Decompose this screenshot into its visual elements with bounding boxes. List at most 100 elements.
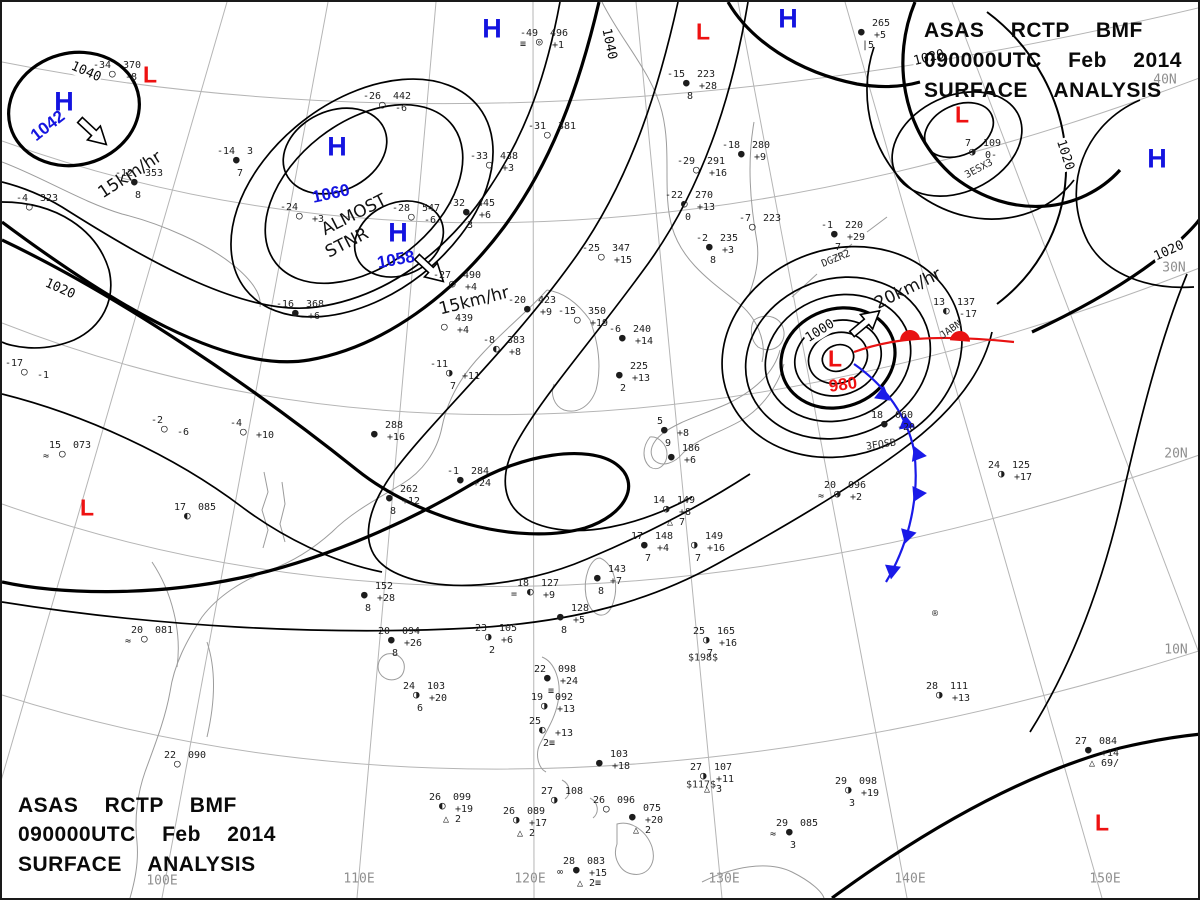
station-low-cloud: △ 3: [704, 784, 723, 795]
station-temperature: -4: [229, 418, 242, 429]
station-temperature: -8: [482, 335, 495, 346]
map-annotation: 3FQSB: [865, 437, 897, 453]
station-sky-symbol: ○: [109, 67, 116, 80]
station-weather-symbol: ≈: [818, 491, 825, 502]
station-temperature: -31: [527, 121, 546, 132]
station-low-cloud: △ 2: [517, 828, 536, 839]
station-tendency: -6: [177, 427, 190, 438]
station-pressure: 291: [707, 156, 726, 167]
station-sky-symbol: ◑: [691, 538, 698, 551]
station-pressure: 089: [527, 806, 546, 817]
longitude-label: 110E: [343, 871, 375, 887]
latitude-label: 10N: [1164, 642, 1188, 658]
station-low-cloud: 8: [561, 625, 568, 636]
product-id: ASAS RCTP BMF: [924, 19, 1143, 42]
station-sky-symbol: ○: [379, 98, 386, 111]
low-pressure-symbol: L: [142, 61, 158, 88]
station-low-cloud: 3: [849, 798, 856, 809]
station-pressure: 347: [612, 243, 631, 254]
station-tendency: +20: [645, 815, 664, 826]
station-temperature: -6: [608, 324, 621, 335]
station-pressure: 099: [453, 792, 472, 803]
station-sky-symbol: ○: [161, 422, 168, 435]
station-sky-symbol: ●: [831, 227, 838, 240]
station-pressure: 3: [247, 146, 254, 157]
station-tendency: +11: [716, 774, 735, 785]
station-temperature: 17: [173, 502, 186, 513]
station-pressure: 284: [471, 466, 490, 477]
station-low-cloud: 9: [665, 438, 672, 449]
station-temperature: -14: [216, 146, 235, 157]
station-temperature: -7: [738, 213, 751, 224]
station-pressure: 083: [587, 856, 606, 867]
latitude-label: 40N: [1153, 72, 1177, 88]
station-pressure: 073: [73, 440, 92, 451]
station-pressure: 094: [402, 626, 421, 637]
station-sky-symbol: ◑: [513, 813, 520, 826]
station-temperature: 25: [528, 716, 541, 727]
station-tendency: +1: [552, 40, 565, 51]
station-temperature: 23: [474, 623, 487, 634]
station-tendency: +8: [677, 428, 690, 439]
station-sky-symbol: ○: [544, 128, 551, 141]
station-sky-symbol: ●: [619, 331, 626, 344]
station-temperature: 13: [932, 297, 945, 308]
station-temperature: 22: [533, 664, 546, 675]
station-sky-symbol: ◑: [845, 783, 852, 796]
station-low-cloud: 7: [237, 168, 244, 179]
station-sky-symbol: ◑: [551, 793, 558, 806]
station-tendency: +17: [1014, 472, 1033, 483]
station-temperature: 26: [502, 806, 515, 817]
station-temperature: -18: [721, 140, 740, 151]
station-sky-symbol: ◐: [539, 723, 546, 736]
station-sky-symbol: ○: [26, 200, 33, 213]
station-pressure: 353: [145, 168, 164, 179]
station-sky-symbol: ●: [594, 571, 601, 584]
station-sky-symbol: ●: [641, 538, 648, 551]
station-temperature: -33: [469, 151, 488, 162]
station-pressure: 323: [40, 193, 59, 204]
station-low-cloud: 7: [450, 381, 457, 392]
station-sky-symbol: ○: [21, 365, 28, 378]
isobar-label: 1000: [801, 315, 839, 347]
station-sky-symbol: ●: [524, 302, 531, 315]
station-tendency: +9: [540, 307, 553, 318]
station-sky-symbol: ◑: [663, 502, 670, 515]
station-low-cloud: 8: [598, 586, 605, 597]
station-temperature: 18: [870, 410, 883, 421]
station-pressure: 075: [643, 803, 662, 814]
station-temperature: 28: [562, 856, 575, 867]
station-temperature: -1: [446, 466, 459, 477]
station-pressure: 090: [188, 750, 207, 761]
map-annotation: ®: [931, 608, 939, 620]
station-sky-symbol: ◑: [969, 145, 976, 158]
station-temperature: -49: [519, 28, 538, 39]
isobar-label: 1040: [598, 26, 620, 62]
station-pressure: 383: [507, 335, 526, 346]
station-sky-symbol: ●: [706, 240, 713, 253]
station-tendency: -6: [395, 103, 408, 114]
station-pressure: 547: [422, 203, 441, 214]
station-sky-symbol: ◑: [700, 769, 707, 782]
station-temperature: -29: [676, 156, 695, 167]
station-tendency: +8: [509, 347, 522, 358]
station-pressure: 496: [550, 28, 569, 39]
longitude-label: 140E: [894, 871, 926, 887]
station-temperature: 18: [516, 578, 529, 589]
station-low-cloud: 2: [620, 383, 627, 394]
station-temperature: 26: [592, 795, 605, 806]
station-low-cloud: 8: [135, 190, 142, 201]
station-tendency: +3: [722, 245, 735, 256]
station-sky-symbol: ◑: [541, 699, 548, 712]
station-sky-symbol: ●: [738, 147, 745, 160]
station-low-cloud: 2≡: [543, 738, 556, 749]
station-sky-symbol: ●: [131, 175, 138, 188]
station-pressure: 186: [682, 443, 701, 454]
station-low-cloud: 8: [392, 648, 399, 659]
isobar-label: 1020: [1052, 136, 1078, 174]
station-tendency: +13: [555, 728, 574, 739]
station-pressure: 096: [617, 795, 636, 806]
station-weather-symbol: =: [511, 589, 518, 600]
